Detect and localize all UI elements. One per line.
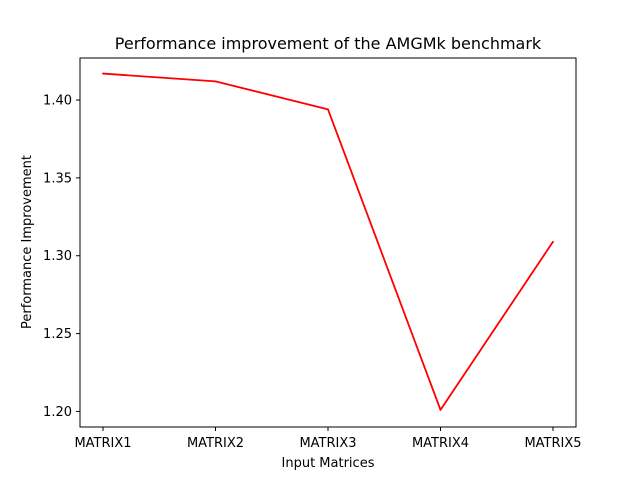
data-point	[439, 408, 442, 411]
x-tick-label: MATRIX3	[299, 436, 356, 451]
y-tick-label: 1.20	[43, 405, 72, 420]
plot-frame	[79, 57, 577, 428]
data-point	[327, 108, 329, 111]
plot-area: 1.20 1.25 1.30 1.35 1.40 MATRIX1 MATRIX2 MATRIX…	[43, 72, 582, 451]
data-point	[214, 80, 217, 83]
x-axis-label: Input Matrices	[282, 456, 375, 471]
y-tick-label: 1.25	[43, 327, 72, 342]
chart-title: Performance improvement of the AMGMk ben…	[115, 34, 542, 53]
x-tick-label: MATRIX5	[524, 436, 581, 451]
x-tick-label: MATRIX2	[187, 436, 244, 451]
data-point	[102, 72, 104, 75]
x-tick-label: MATRIX1	[74, 436, 131, 451]
data-point	[552, 240, 554, 243]
y-tick-label: 1.35	[43, 171, 72, 186]
x-tick-label: MATRIX4	[412, 436, 469, 451]
y-tick-label: 1.30	[43, 249, 72, 264]
y-axis-label: Performance Improvement	[20, 155, 35, 329]
y-tick-label: 1.40	[43, 94, 72, 109]
